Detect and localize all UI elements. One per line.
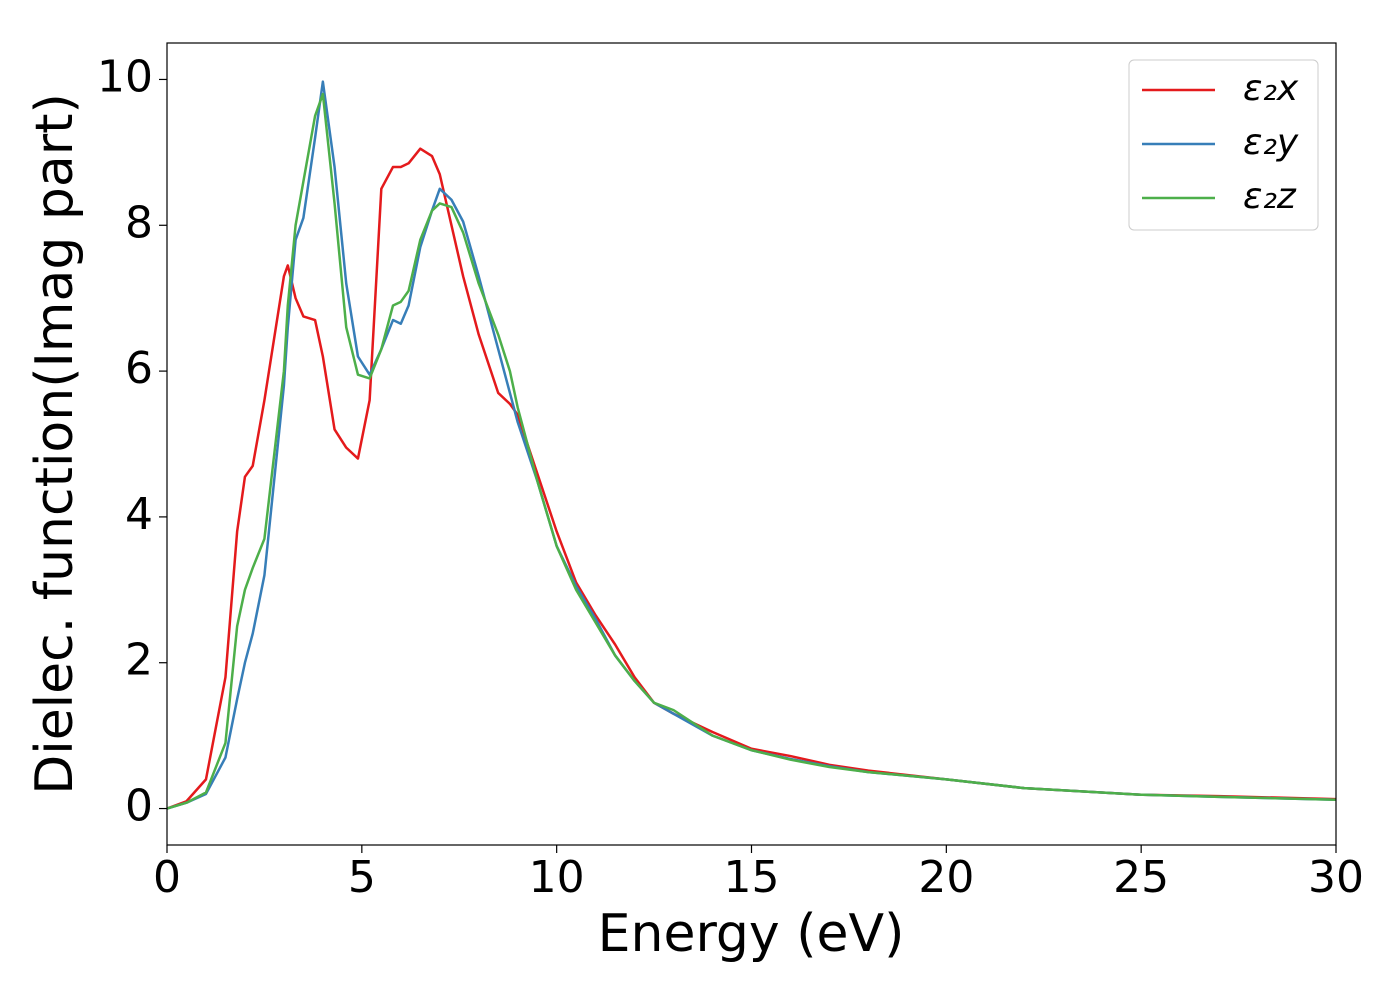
data-line — [166, 147, 1337, 810]
y-tick-label: 6 — [125, 343, 153, 394]
y-tick-label: 8 — [125, 197, 153, 248]
x-axis-label: Energy (eV) — [598, 904, 905, 964]
legend-label: ε₂x — [1243, 68, 1299, 109]
x-tick-label: 0 — [153, 852, 181, 903]
x-tick-label: 30 — [1308, 852, 1364, 903]
legend-label: ε₂y — [1243, 122, 1299, 163]
x-tick-label: 10 — [529, 852, 585, 903]
x-tick-label: 5 — [348, 852, 376, 903]
y-tick-label: 2 — [125, 635, 153, 686]
x-tick-label: 25 — [1113, 852, 1169, 903]
x-tick-label: 20 — [918, 852, 974, 903]
x-tick-label: 15 — [724, 852, 780, 903]
data-line — [166, 92, 1337, 810]
legend-label: ε₂z — [1243, 176, 1297, 217]
plot-frame — [166, 42, 1337, 846]
legend-box — [1128, 59, 1319, 231]
y-axis-label: Dielec. function(Imag part) — [25, 93, 85, 795]
y-tick-label: 0 — [125, 781, 153, 832]
y-tick-label: 10 — [97, 51, 153, 102]
y-tick-label: 4 — [125, 489, 153, 540]
